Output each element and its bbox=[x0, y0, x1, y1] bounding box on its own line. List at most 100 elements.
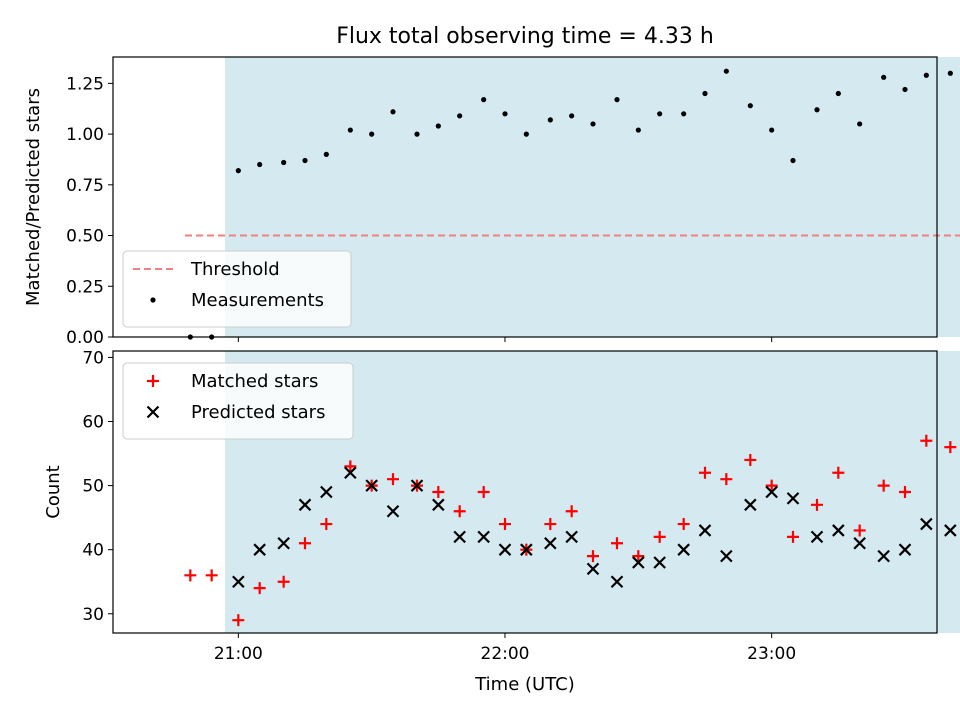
data-point bbox=[744, 498, 757, 512]
y-tick-label: 30 bbox=[82, 605, 104, 625]
data-point bbox=[635, 127, 641, 133]
y-tick-label: 0.75 bbox=[66, 176, 104, 196]
y-axis-label: Count bbox=[43, 465, 64, 518]
data-point bbox=[410, 479, 424, 492]
series-plus bbox=[184, 434, 957, 627]
data-point bbox=[811, 498, 823, 511]
data-point bbox=[302, 157, 308, 164]
legend-label: Threshold bbox=[190, 259, 280, 280]
data-point bbox=[677, 543, 690, 556]
data-point bbox=[765, 479, 778, 492]
data-point bbox=[920, 434, 933, 447]
data-point bbox=[565, 530, 578, 544]
data-point bbox=[453, 530, 466, 544]
data-point bbox=[747, 103, 753, 109]
y-tick-label: 1.25 bbox=[66, 74, 104, 94]
data-point bbox=[344, 466, 357, 480]
data-point bbox=[857, 121, 863, 127]
legend-label: Measurements bbox=[191, 290, 324, 311]
legend-label: Matched stars bbox=[191, 371, 318, 392]
data-point bbox=[232, 614, 245, 627]
data-point bbox=[681, 111, 687, 117]
series-dot bbox=[187, 68, 953, 340]
y-tick-label: 0.00 bbox=[66, 328, 104, 348]
data-point bbox=[365, 479, 378, 492]
data-point bbox=[677, 518, 690, 531]
data-point bbox=[702, 90, 708, 97]
data-point bbox=[544, 518, 557, 531]
data-point bbox=[832, 466, 845, 479]
y-tick-label: 1.00 bbox=[66, 125, 104, 145]
data-point bbox=[277, 575, 290, 588]
data-point bbox=[457, 113, 463, 119]
data-point bbox=[853, 536, 866, 550]
data-point bbox=[453, 505, 466, 518]
legend: Threshold Measurements bbox=[122, 250, 352, 328]
data-point bbox=[744, 453, 757, 466]
data-point bbox=[257, 161, 263, 168]
data-point bbox=[544, 536, 557, 550]
data-point bbox=[184, 569, 197, 582]
data-point bbox=[520, 543, 533, 556]
data-point bbox=[344, 460, 357, 473]
x-tick-label: 22:00 bbox=[481, 644, 530, 664]
y-tick-label: 40 bbox=[82, 541, 104, 561]
data-point bbox=[814, 107, 820, 113]
y-tick-label: 60 bbox=[82, 413, 104, 433]
legend-swatch-plus bbox=[147, 375, 159, 387]
data-point bbox=[414, 131, 420, 137]
y-tick-label: 0.25 bbox=[66, 277, 104, 297]
data-point bbox=[205, 569, 218, 582]
data-point bbox=[253, 543, 266, 556]
data-point bbox=[614, 97, 620, 103]
data-point bbox=[569, 113, 575, 119]
data-point bbox=[502, 111, 508, 117]
y-tick-label: 70 bbox=[82, 348, 104, 368]
legend-frame bbox=[122, 362, 354, 440]
data-point bbox=[611, 537, 623, 550]
data-point bbox=[632, 556, 645, 569]
data-point bbox=[899, 486, 911, 498]
data-point bbox=[277, 536, 290, 550]
data-point bbox=[769, 127, 775, 133]
data-point bbox=[653, 556, 666, 569]
plot-frame bbox=[112, 56, 938, 338]
data-point bbox=[610, 575, 624, 589]
data-point bbox=[920, 517, 933, 531]
data-point bbox=[787, 530, 799, 543]
data-point bbox=[347, 127, 353, 133]
y-tick-label: 0.50 bbox=[66, 227, 104, 247]
data-point bbox=[902, 86, 908, 93]
data-point bbox=[235, 168, 241, 174]
data-point bbox=[765, 485, 778, 499]
data-point bbox=[477, 486, 490, 498]
legend-label: Predicted stars bbox=[191, 402, 325, 423]
data-point bbox=[281, 159, 287, 166]
data-point bbox=[720, 549, 733, 563]
data-point bbox=[790, 157, 796, 164]
data-point bbox=[699, 466, 711, 479]
data-point bbox=[877, 479, 890, 492]
data-point bbox=[586, 562, 600, 576]
data-point bbox=[657, 111, 663, 117]
data-point bbox=[481, 97, 487, 103]
data-point bbox=[432, 498, 445, 512]
data-point bbox=[498, 543, 512, 556]
y-axis-label: Matched/Predicted stars bbox=[23, 88, 44, 306]
data-point bbox=[590, 121, 596, 127]
panel-bottom: 21:0022:0023:0000:0001:0002:003040506070… bbox=[43, 348, 960, 664]
legend-swatch-dot bbox=[150, 297, 156, 303]
data-point bbox=[387, 473, 399, 486]
x-tick-label: 23:00 bbox=[747, 644, 796, 664]
data-point bbox=[947, 70, 953, 76]
data-point bbox=[881, 74, 887, 80]
data-point bbox=[435, 123, 441, 129]
data-point bbox=[547, 117, 553, 123]
x-tick-label: 21:00 bbox=[214, 644, 263, 664]
y-tick-label: 50 bbox=[82, 477, 104, 497]
data-point bbox=[320, 518, 333, 531]
panel-top: 0.00 0.25 0.50 0.75 1.00 1.25 Matched/Predicte… bbox=[23, 56, 960, 348]
data-point bbox=[523, 131, 529, 137]
data-point bbox=[499, 518, 511, 531]
data-point bbox=[944, 524, 957, 537]
